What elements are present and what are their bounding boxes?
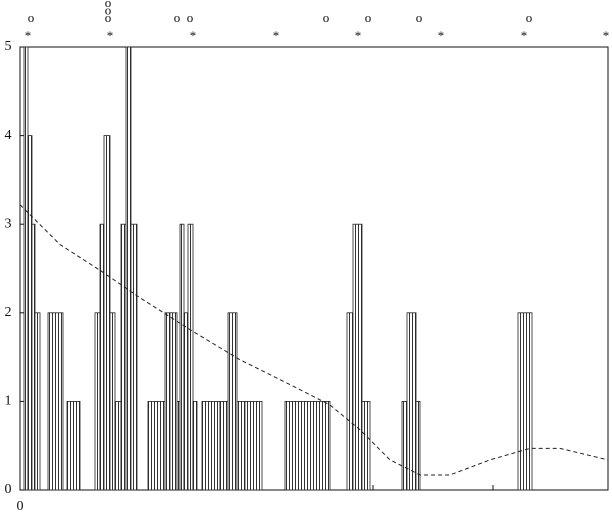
circle-marker: o bbox=[174, 10, 181, 25]
asterisk-marker: * bbox=[107, 28, 114, 43]
bar bbox=[120, 223, 127, 491]
y-tick-label: 0 bbox=[5, 482, 12, 497]
bar bbox=[192, 400, 198, 491]
asterisk-marker: * bbox=[273, 28, 280, 43]
bar bbox=[352, 223, 363, 491]
bar bbox=[94, 312, 101, 491]
bar bbox=[176, 400, 181, 491]
bar bbox=[114, 400, 122, 491]
x-tick-label: 0 bbox=[17, 499, 24, 514]
circle-marker: o bbox=[365, 10, 372, 25]
bar bbox=[27, 135, 33, 491]
bar bbox=[236, 400, 246, 491]
bar bbox=[346, 312, 354, 491]
asterisk-marker: * bbox=[355, 28, 362, 43]
asterisk-marker: * bbox=[190, 28, 197, 43]
bar bbox=[219, 400, 229, 491]
bar bbox=[130, 223, 138, 491]
y-tick-label: 5 bbox=[5, 39, 12, 54]
circle-marker: o bbox=[526, 10, 533, 25]
bar bbox=[187, 223, 194, 491]
circle-marker: o bbox=[105, 0, 112, 10]
bar bbox=[31, 223, 36, 491]
circle-marker: o bbox=[323, 10, 330, 25]
y-tick-label: 1 bbox=[5, 394, 12, 409]
y-tick-label: 2 bbox=[5, 305, 12, 320]
y-tick-label: 4 bbox=[5, 128, 12, 143]
circle-marker: o bbox=[28, 10, 35, 25]
bar bbox=[415, 400, 421, 491]
bar bbox=[401, 400, 408, 491]
bar bbox=[244, 400, 263, 491]
asterisk-marker: * bbox=[603, 28, 610, 43]
asterisk-marker: * bbox=[438, 28, 445, 43]
bar bbox=[179, 223, 185, 491]
circle-marker: o bbox=[416, 10, 423, 25]
circle-marker: o bbox=[105, 2, 112, 17]
bar bbox=[406, 312, 417, 491]
bar bbox=[147, 400, 166, 491]
y-tick-label: 3 bbox=[5, 216, 12, 231]
bar bbox=[284, 400, 331, 491]
asterisk-marker: * bbox=[25, 28, 32, 43]
bar bbox=[517, 312, 533, 491]
bar bbox=[227, 312, 238, 491]
bar bbox=[99, 223, 105, 491]
bar bbox=[169, 312, 178, 491]
bar bbox=[201, 400, 221, 491]
bar bbox=[103, 135, 111, 491]
bar bbox=[34, 312, 41, 491]
bar bbox=[125, 46, 132, 491]
bar bbox=[23, 46, 29, 491]
bar bbox=[183, 312, 189, 491]
bar bbox=[47, 312, 64, 491]
bar bbox=[361, 400, 371, 491]
density-curve bbox=[19, 204, 609, 476]
bar bbox=[109, 312, 116, 491]
circle-marker: o bbox=[105, 10, 112, 25]
asterisk-marker: * bbox=[521, 28, 528, 43]
bar bbox=[66, 400, 81, 491]
circle-marker: o bbox=[187, 10, 194, 25]
bar bbox=[164, 312, 171, 491]
